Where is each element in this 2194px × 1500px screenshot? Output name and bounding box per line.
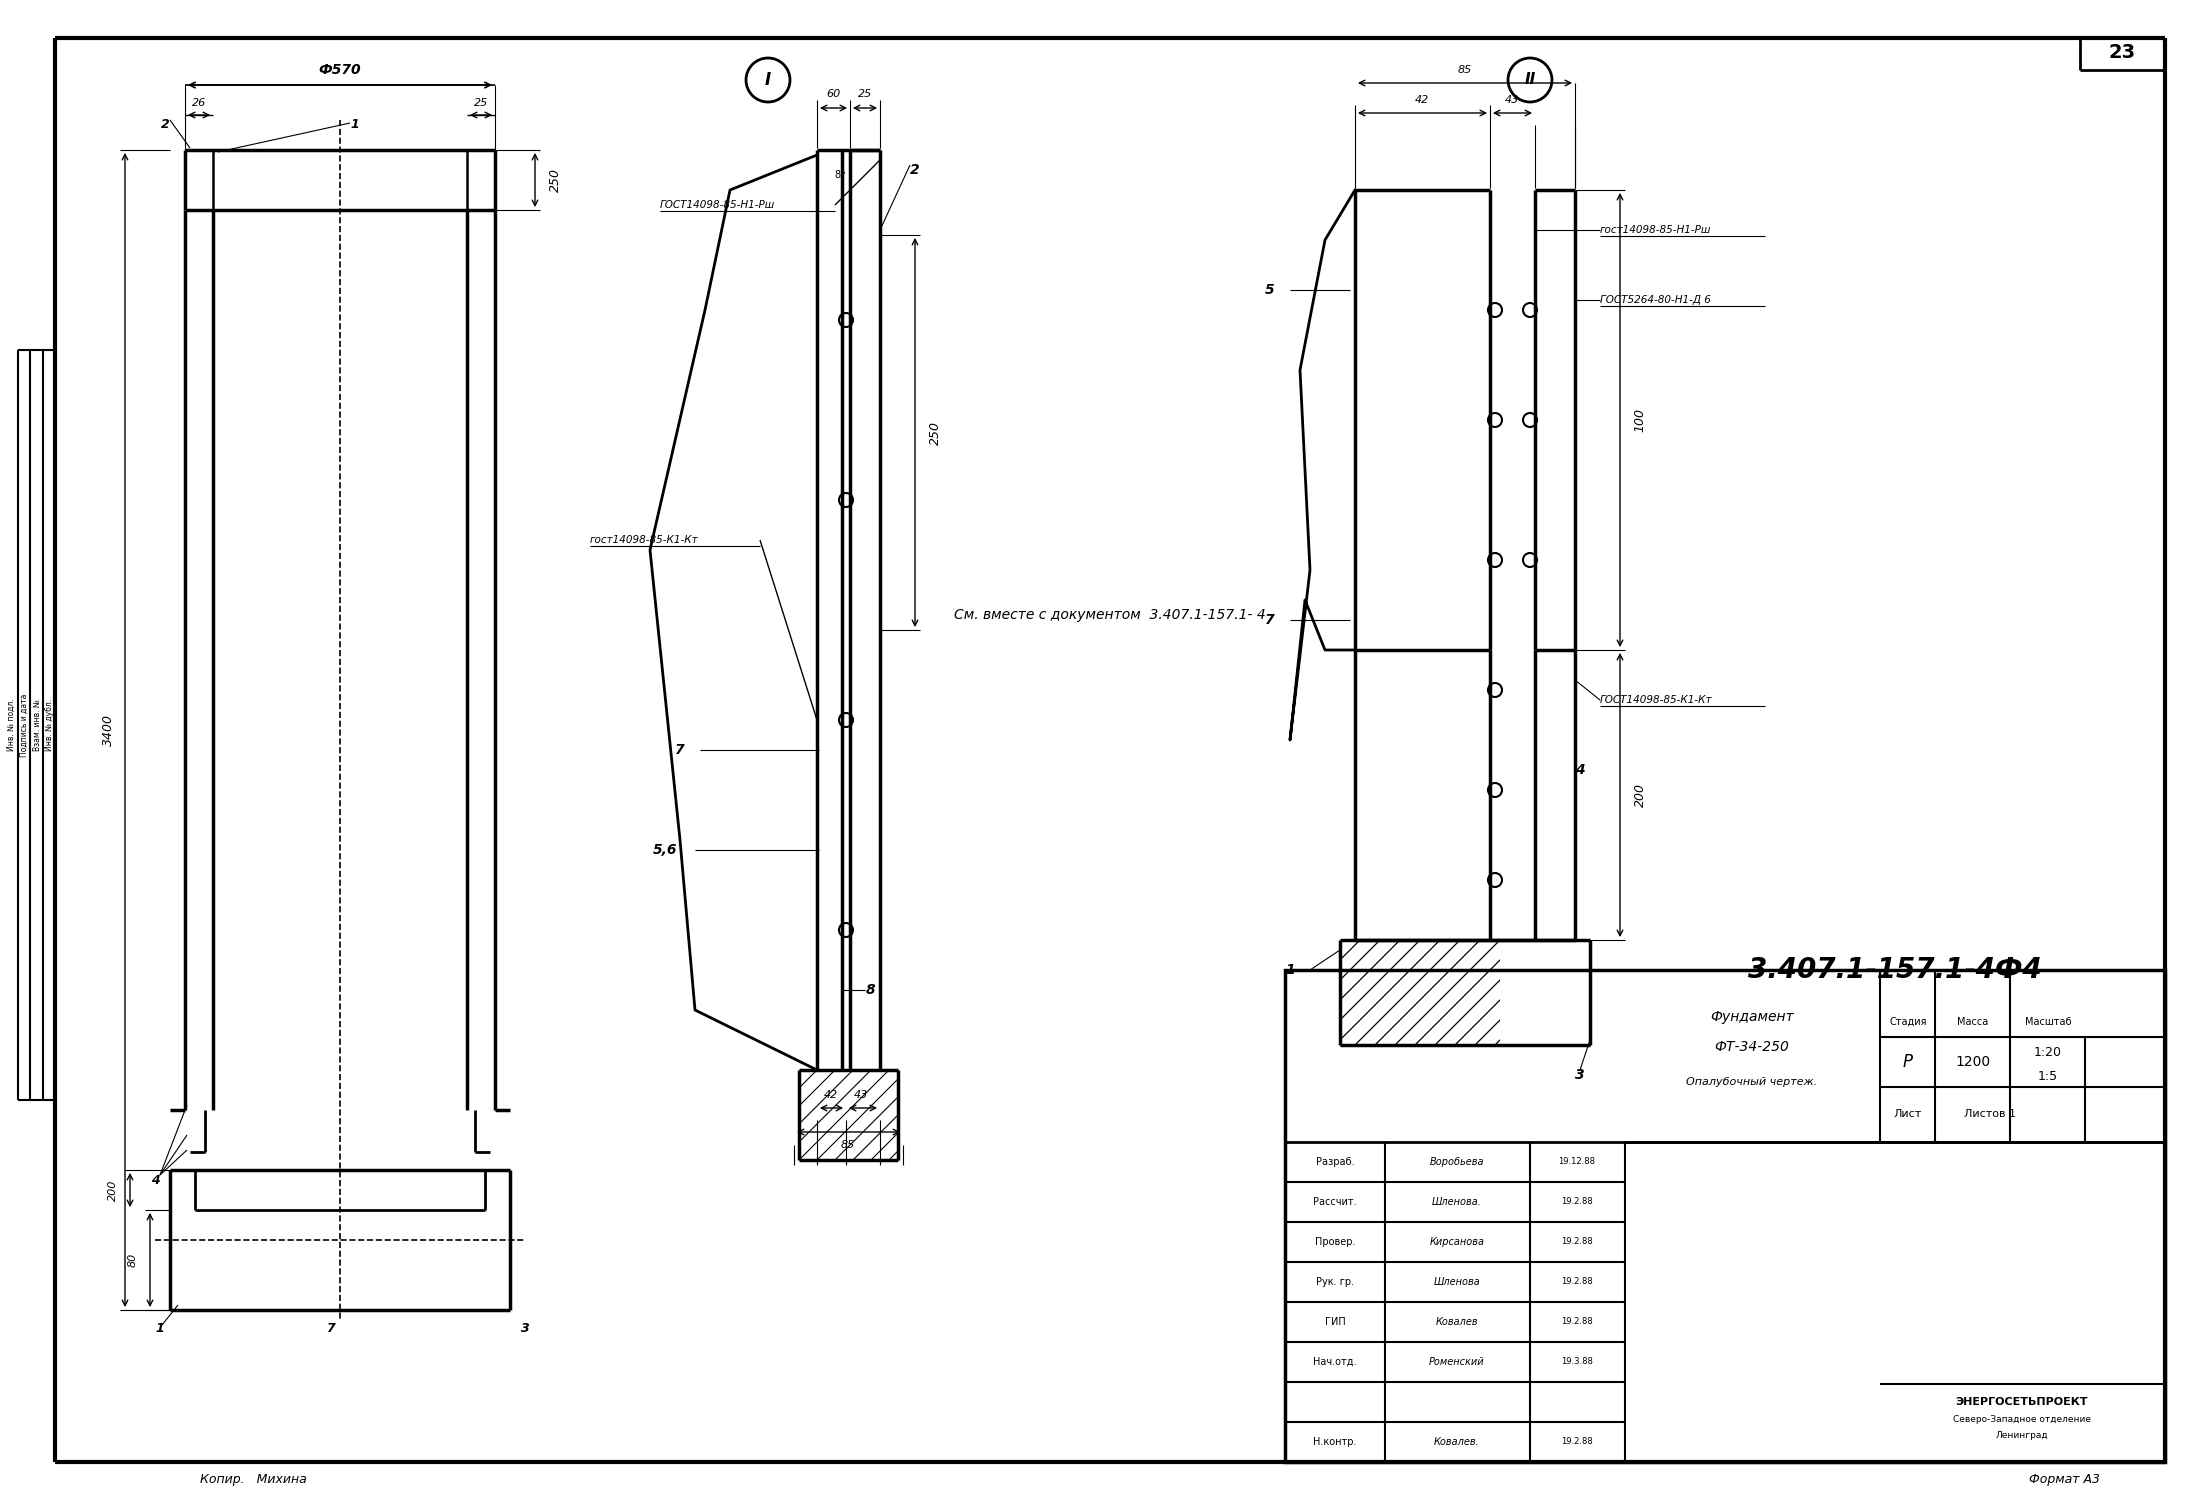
Text: Кирсанова: Кирсанова [1430, 1238, 1485, 1246]
Text: 3: 3 [520, 1322, 529, 1335]
Text: Подпись и дата: Подпись и дата [20, 693, 29, 756]
Text: 200: 200 [108, 1179, 118, 1200]
Text: 7: 7 [1266, 614, 1275, 627]
Text: 85: 85 [840, 1140, 856, 1150]
Text: 80: 80 [127, 1252, 138, 1268]
Text: Фундамент: Фундамент [1709, 1010, 1795, 1025]
Text: 25: 25 [858, 88, 873, 99]
Text: 19.2.88: 19.2.88 [1562, 1197, 1593, 1206]
Text: 1:20: 1:20 [2034, 1046, 2062, 1059]
Text: ЭНЕРГОСЕТЬПРОЕКТ: ЭНЕРГОСЕТЬПРОЕКТ [1955, 1396, 2089, 1407]
Text: 19.2.88: 19.2.88 [1562, 1238, 1593, 1246]
Bar [799, 1070, 897, 1160]
Text: ГОСТ14098-85-К1-Кт: ГОСТ14098-85-К1-Кт [1599, 694, 1714, 705]
Text: 42: 42 [1415, 94, 1428, 105]
Text: 3400: 3400 [101, 714, 114, 746]
Text: 250: 250 [548, 168, 562, 192]
Text: 1:5: 1:5 [2038, 1071, 2058, 1083]
Text: II: II [1525, 72, 1536, 87]
Text: Разраб.: Разраб. [1316, 1156, 1354, 1167]
Text: 4: 4 [1575, 764, 1584, 777]
Text: I: I [766, 70, 770, 88]
Text: Шленова: Шленова [1433, 1276, 1481, 1287]
Text: 4: 4 [151, 1173, 160, 1186]
Text: Инв. № дубл.: Инв. № дубл. [46, 699, 55, 752]
Text: 19.2.88: 19.2.88 [1562, 1317, 1593, 1326]
Text: Северо-Западное отделение: Северо-Западное отделение [1953, 1416, 2091, 1425]
Text: 7: 7 [676, 742, 685, 758]
Text: Опалубочный чертеж.: Опалубочный чертеж. [1687, 1077, 1817, 1088]
Text: Листов 1: Листов 1 [1964, 1108, 2016, 1119]
Text: гост14098-85-К1-Кт: гост14098-85-К1-Кт [590, 536, 698, 544]
Text: 25: 25 [474, 98, 487, 108]
Text: 1: 1 [156, 1322, 165, 1335]
Text: Нач.отд.: Нач.отд. [1314, 1358, 1356, 1366]
Text: 250: 250 [928, 422, 941, 446]
Text: Масса: Масса [1957, 1017, 1988, 1028]
Text: 19.12.88: 19.12.88 [1558, 1158, 1595, 1167]
Text: ГИП: ГИП [1325, 1317, 1345, 1328]
Text: 85: 85 [1457, 64, 1472, 75]
Bar [1286, 970, 2165, 1462]
Text: 1: 1 [351, 118, 360, 132]
Text: 5,6: 5,6 [654, 843, 678, 856]
Text: 23: 23 [2108, 44, 2135, 63]
Text: 43: 43 [853, 1090, 869, 1100]
Text: ГОСТ14098-85-Н1-Рш: ГОСТ14098-85-Н1-Рш [660, 200, 774, 210]
Text: Шленова.: Шленова. [1433, 1197, 1481, 1208]
Text: 2: 2 [911, 164, 919, 177]
Text: 19.2.88: 19.2.88 [1562, 1278, 1593, 1287]
Text: Провер.: Провер. [1314, 1238, 1356, 1246]
Text: 2: 2 [160, 118, 169, 132]
Text: 7: 7 [325, 1322, 333, 1335]
Text: 3.407.1-157.1-4Ф4: 3.407.1-157.1-4Ф4 [1749, 956, 2043, 984]
Text: См. вместе с документом  3.407.1-157.1- 4: См. вместе с документом 3.407.1-157.1- 4 [954, 608, 1266, 622]
Text: Масштаб: Масштаб [2025, 1017, 2071, 1028]
Text: Н.контр.: Н.контр. [1314, 1437, 1356, 1448]
Text: Ковалев.: Ковалев. [1435, 1437, 1481, 1448]
Bar [1341, 940, 1501, 1046]
Text: 19.3.88: 19.3.88 [1562, 1358, 1593, 1366]
Text: 43: 43 [1505, 94, 1518, 105]
Text: 200: 200 [1635, 783, 1646, 807]
Text: 8ʏ: 8ʏ [834, 170, 847, 180]
Text: Рассчит.: Рассчит. [1314, 1197, 1356, 1208]
Text: Ф570: Ф570 [318, 63, 362, 76]
Text: 8: 8 [864, 982, 875, 998]
Text: 60: 60 [825, 88, 840, 99]
Text: Роменский: Роменский [1428, 1358, 1485, 1366]
Text: 100: 100 [1635, 408, 1646, 432]
Text: 42: 42 [825, 1090, 838, 1100]
Text: 19.2.88: 19.2.88 [1562, 1437, 1593, 1446]
Text: Рук. гр.: Рук. гр. [1316, 1276, 1354, 1287]
Text: Инв. № подл.: Инв. № подл. [7, 699, 15, 752]
Text: Воробьева: Воробьева [1430, 1156, 1485, 1167]
Text: Стадия: Стадия [1889, 1017, 1926, 1028]
Text: 5: 5 [1266, 284, 1275, 297]
Text: Формат А3: Формат А3 [2029, 1473, 2100, 1486]
Text: ГОСТ5264-80-Н1-Д 6: ГОСТ5264-80-Н1-Д 6 [1599, 296, 1711, 304]
Text: Ленинград: Ленинград [1997, 1431, 2049, 1440]
Text: 1200: 1200 [1955, 1054, 1990, 1070]
Text: ФТ-34-250: ФТ-34-250 [1714, 1040, 1790, 1054]
Text: гост14098-85-Н1-Рш: гост14098-85-Н1-Рш [1599, 225, 1711, 236]
Text: Р: Р [1902, 1053, 1913, 1071]
Text: Лист: Лист [1893, 1108, 1922, 1119]
Text: 26: 26 [191, 98, 206, 108]
Text: Ковалев: Ковалев [1435, 1317, 1479, 1328]
Text: 1: 1 [1286, 963, 1294, 976]
Text: 3: 3 [1575, 1068, 1584, 1082]
Text: Копир.   Михина: Копир. Михина [200, 1473, 307, 1486]
Text: Взам. инв. №: Взам. инв. № [33, 699, 42, 752]
